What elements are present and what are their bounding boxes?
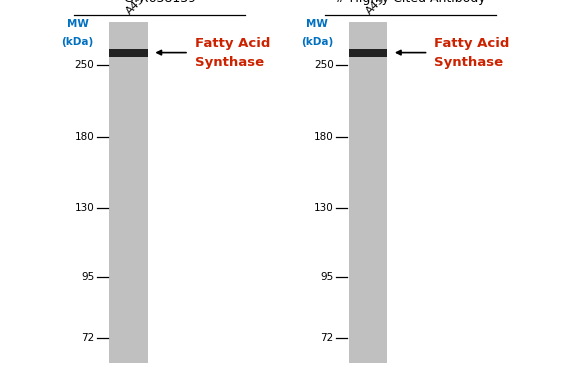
Text: Synthase: Synthase	[194, 56, 264, 69]
Text: 95: 95	[321, 272, 333, 282]
Text: (kDa): (kDa)	[301, 37, 333, 47]
Text: A431: A431	[364, 0, 391, 17]
Bar	[349, 22, 388, 364]
Text: # Highly Cited Antibody: # Highly Cited Antibody	[335, 0, 486, 5]
Bar	[109, 49, 148, 57]
Bar	[109, 22, 148, 364]
Text: 72: 72	[321, 333, 333, 343]
Text: 250: 250	[74, 60, 94, 70]
Text: Fatty Acid: Fatty Acid	[434, 37, 509, 50]
Text: GTX638139: GTX638139	[123, 0, 196, 5]
Text: 95: 95	[81, 272, 94, 282]
Text: 250: 250	[314, 60, 333, 70]
Text: Synthase: Synthase	[434, 56, 503, 69]
Text: 130: 130	[314, 203, 333, 214]
Text: MW: MW	[67, 19, 88, 29]
Text: (kDa): (kDa)	[62, 37, 94, 47]
Text: 72: 72	[81, 333, 94, 343]
Text: A431: A431	[124, 0, 152, 17]
Text: 180: 180	[314, 132, 333, 142]
Text: 180: 180	[74, 132, 94, 142]
Text: 130: 130	[74, 203, 94, 214]
Text: Fatty Acid: Fatty Acid	[194, 37, 270, 50]
Bar	[349, 49, 388, 57]
Text: MW: MW	[306, 19, 328, 29]
